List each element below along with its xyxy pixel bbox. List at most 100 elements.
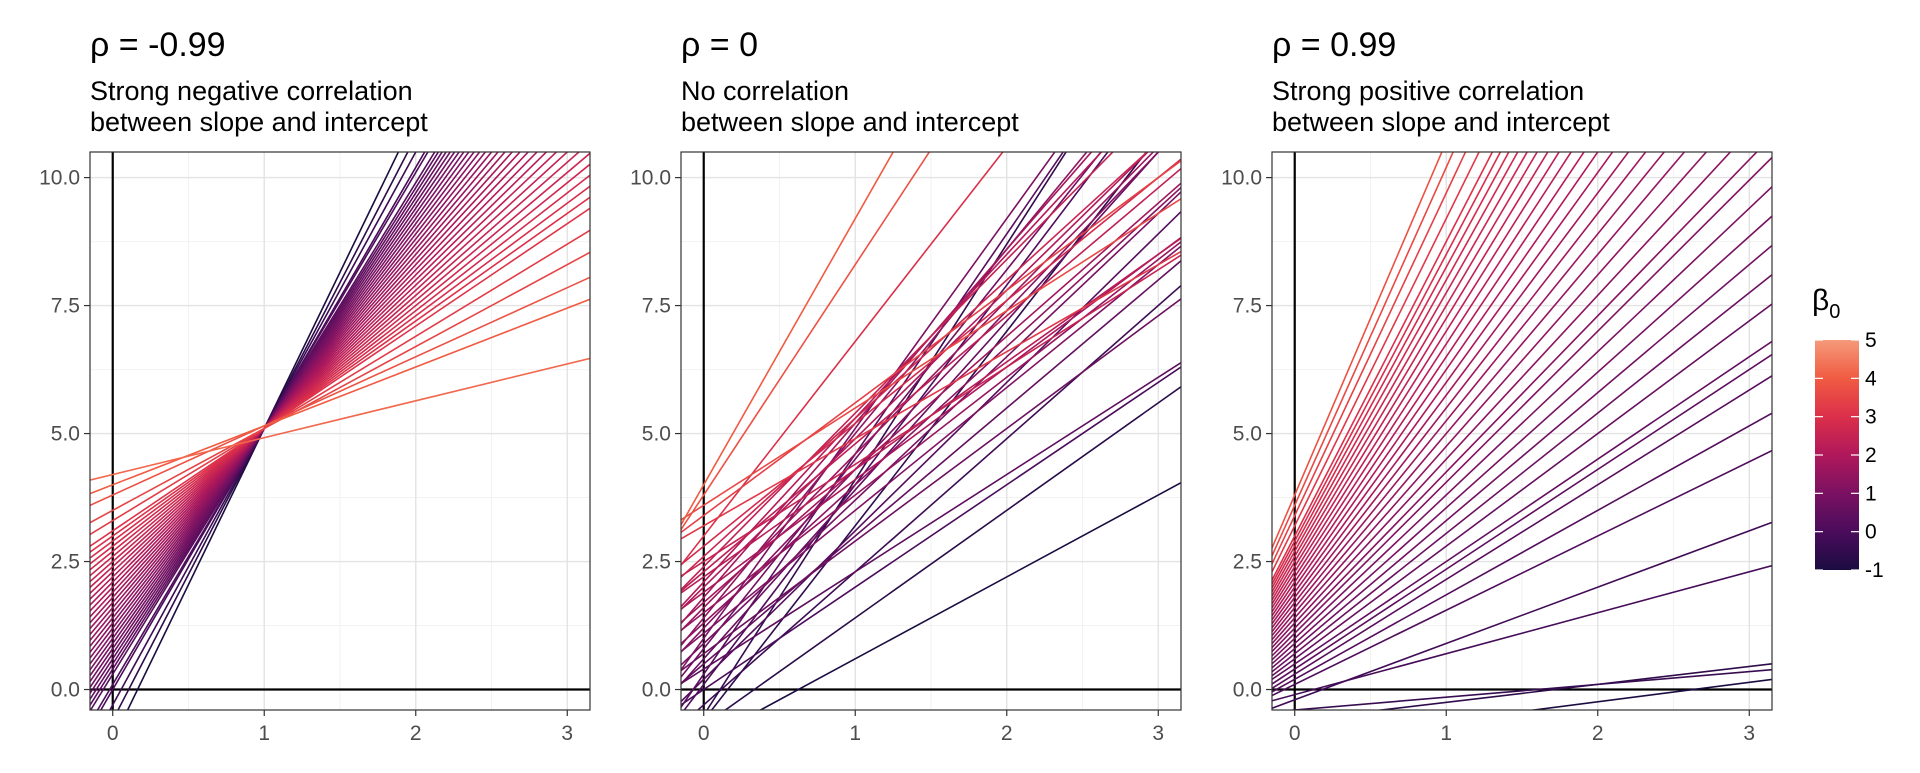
panel-title: ρ = 0.99 <box>1272 26 1396 64</box>
series-line-38 <box>90 298 590 495</box>
series-line-29 <box>1272 152 1549 605</box>
panel-subtitle-line-1: No correlation <box>681 76 849 106</box>
y-tick-label: 2.5 <box>642 551 671 574</box>
series-line-14 <box>1272 215 1772 665</box>
y-tick-label: 0.0 <box>1233 679 1262 702</box>
y-tick-label: 0.0 <box>51 679 80 702</box>
series-line-17 <box>1272 152 1758 653</box>
series-line-5 <box>96 152 429 710</box>
series-line-11 <box>1272 303 1772 677</box>
series-line-13 <box>1272 244 1772 669</box>
series-line-23 <box>681 182 1181 624</box>
series-line-35 <box>1272 152 1494 581</box>
y-tick-label: 10.0 <box>630 167 671 190</box>
series-line-34 <box>681 152 1004 566</box>
y-tick-label: 7.5 <box>51 295 80 318</box>
panel-3: ρ = 0.99 Strong positive correlationbetwe… <box>1221 26 1773 745</box>
series-line-18 <box>90 152 493 641</box>
series-line-10 <box>681 361 1181 685</box>
series-line-34 <box>1272 152 1502 585</box>
panel-subtitle-line-1: Strong negative correlation <box>90 76 413 106</box>
series-line-16 <box>1272 156 1772 657</box>
series-line-24 <box>1272 152 1614 625</box>
series-line-11 <box>681 260 1181 684</box>
series-line-25 <box>1272 152 1599 621</box>
grid <box>1272 152 1772 710</box>
series-line-9 <box>1272 353 1772 685</box>
y-tick-label: 10.0 <box>39 167 80 190</box>
series-line-37 <box>1272 152 1467 565</box>
series-line-32 <box>90 185 590 559</box>
series-line-29 <box>681 168 1181 592</box>
series-line-12 <box>90 152 461 677</box>
series-line-1 <box>758 482 1181 710</box>
legend-tick-label: 4 <box>1865 367 1877 390</box>
legend-tick-label: -1 <box>1865 559 1884 582</box>
series-line-36 <box>681 160 1181 534</box>
panel-1: ρ = -0.99 Strong negative correlationbetw… <box>39 26 591 745</box>
series-line-19 <box>1272 152 1708 645</box>
series-line-21 <box>90 152 514 624</box>
series-line-30 <box>90 163 590 571</box>
x-tick-label: 3 <box>1152 722 1164 745</box>
series-line-22 <box>1272 152 1647 633</box>
series-line-26 <box>681 152 1149 610</box>
series-line-36 <box>90 251 590 524</box>
series-line-10 <box>90 152 452 688</box>
series-line-18 <box>1272 152 1732 649</box>
legend-title: β0 <box>1812 284 1840 323</box>
series-line-21 <box>1272 152 1666 637</box>
x-tick-label: 1 <box>1440 722 1452 745</box>
series-line-35 <box>90 229 590 536</box>
series-line-11 <box>90 152 456 683</box>
y-tick-label: 2.5 <box>1233 551 1262 574</box>
y-tick-label: 5.0 <box>51 423 80 446</box>
x-tick-label: 2 <box>1001 722 1013 745</box>
x-tick-label: 2 <box>410 722 422 745</box>
x-tick-label: 2 <box>1592 722 1604 745</box>
panel-title: ρ = 0 <box>681 26 758 64</box>
series-line-2 <box>117 152 409 710</box>
series-line-5 <box>1272 564 1772 702</box>
grid <box>90 152 590 710</box>
series-line-17 <box>681 245 1181 653</box>
series-line-14 <box>90 152 470 665</box>
x-tick-label: 3 <box>561 722 573 745</box>
legend-tick-label: 0 <box>1865 521 1877 544</box>
series-line-25 <box>90 152 548 600</box>
series-line-31 <box>1272 152 1529 597</box>
x-tick-label: 1 <box>258 722 270 745</box>
panel-subtitle-line-1: Strong positive correlation <box>1272 76 1584 106</box>
series-line-26 <box>1272 152 1585 617</box>
series-line-16 <box>681 152 1056 671</box>
series-line-15 <box>1272 186 1772 661</box>
x-tick-label: 0 <box>107 722 119 745</box>
series-line-5 <box>696 285 1181 710</box>
series-line-8 <box>681 211 1181 703</box>
y-tick-label: 0.0 <box>642 679 671 702</box>
series-line-13 <box>681 298 1181 672</box>
y-tick-label: 10.0 <box>1221 167 1262 190</box>
series-line-20 <box>681 152 1088 647</box>
series-line-31 <box>90 174 590 565</box>
series-line-12 <box>1272 274 1772 673</box>
panel-border <box>1271 151 1773 711</box>
series-line-22 <box>90 152 522 618</box>
legend-tick-label: 5 <box>1865 329 1877 352</box>
series-line-30 <box>1272 152 1539 601</box>
y-tick-label: 2.5 <box>51 551 80 574</box>
series-line-17 <box>90 152 487 647</box>
series-line-3 <box>109 152 417 710</box>
series-line-4 <box>1272 521 1772 709</box>
series-line-9 <box>90 152 448 694</box>
x-tick-label: 0 <box>698 722 710 745</box>
series-line-20 <box>1272 152 1686 641</box>
grid <box>681 152 1181 710</box>
series-lines <box>1272 152 1772 710</box>
panel-border <box>89 151 591 711</box>
series-line-18 <box>681 152 1160 653</box>
series-line-8 <box>1272 375 1772 690</box>
series-line-21 <box>681 241 1181 632</box>
